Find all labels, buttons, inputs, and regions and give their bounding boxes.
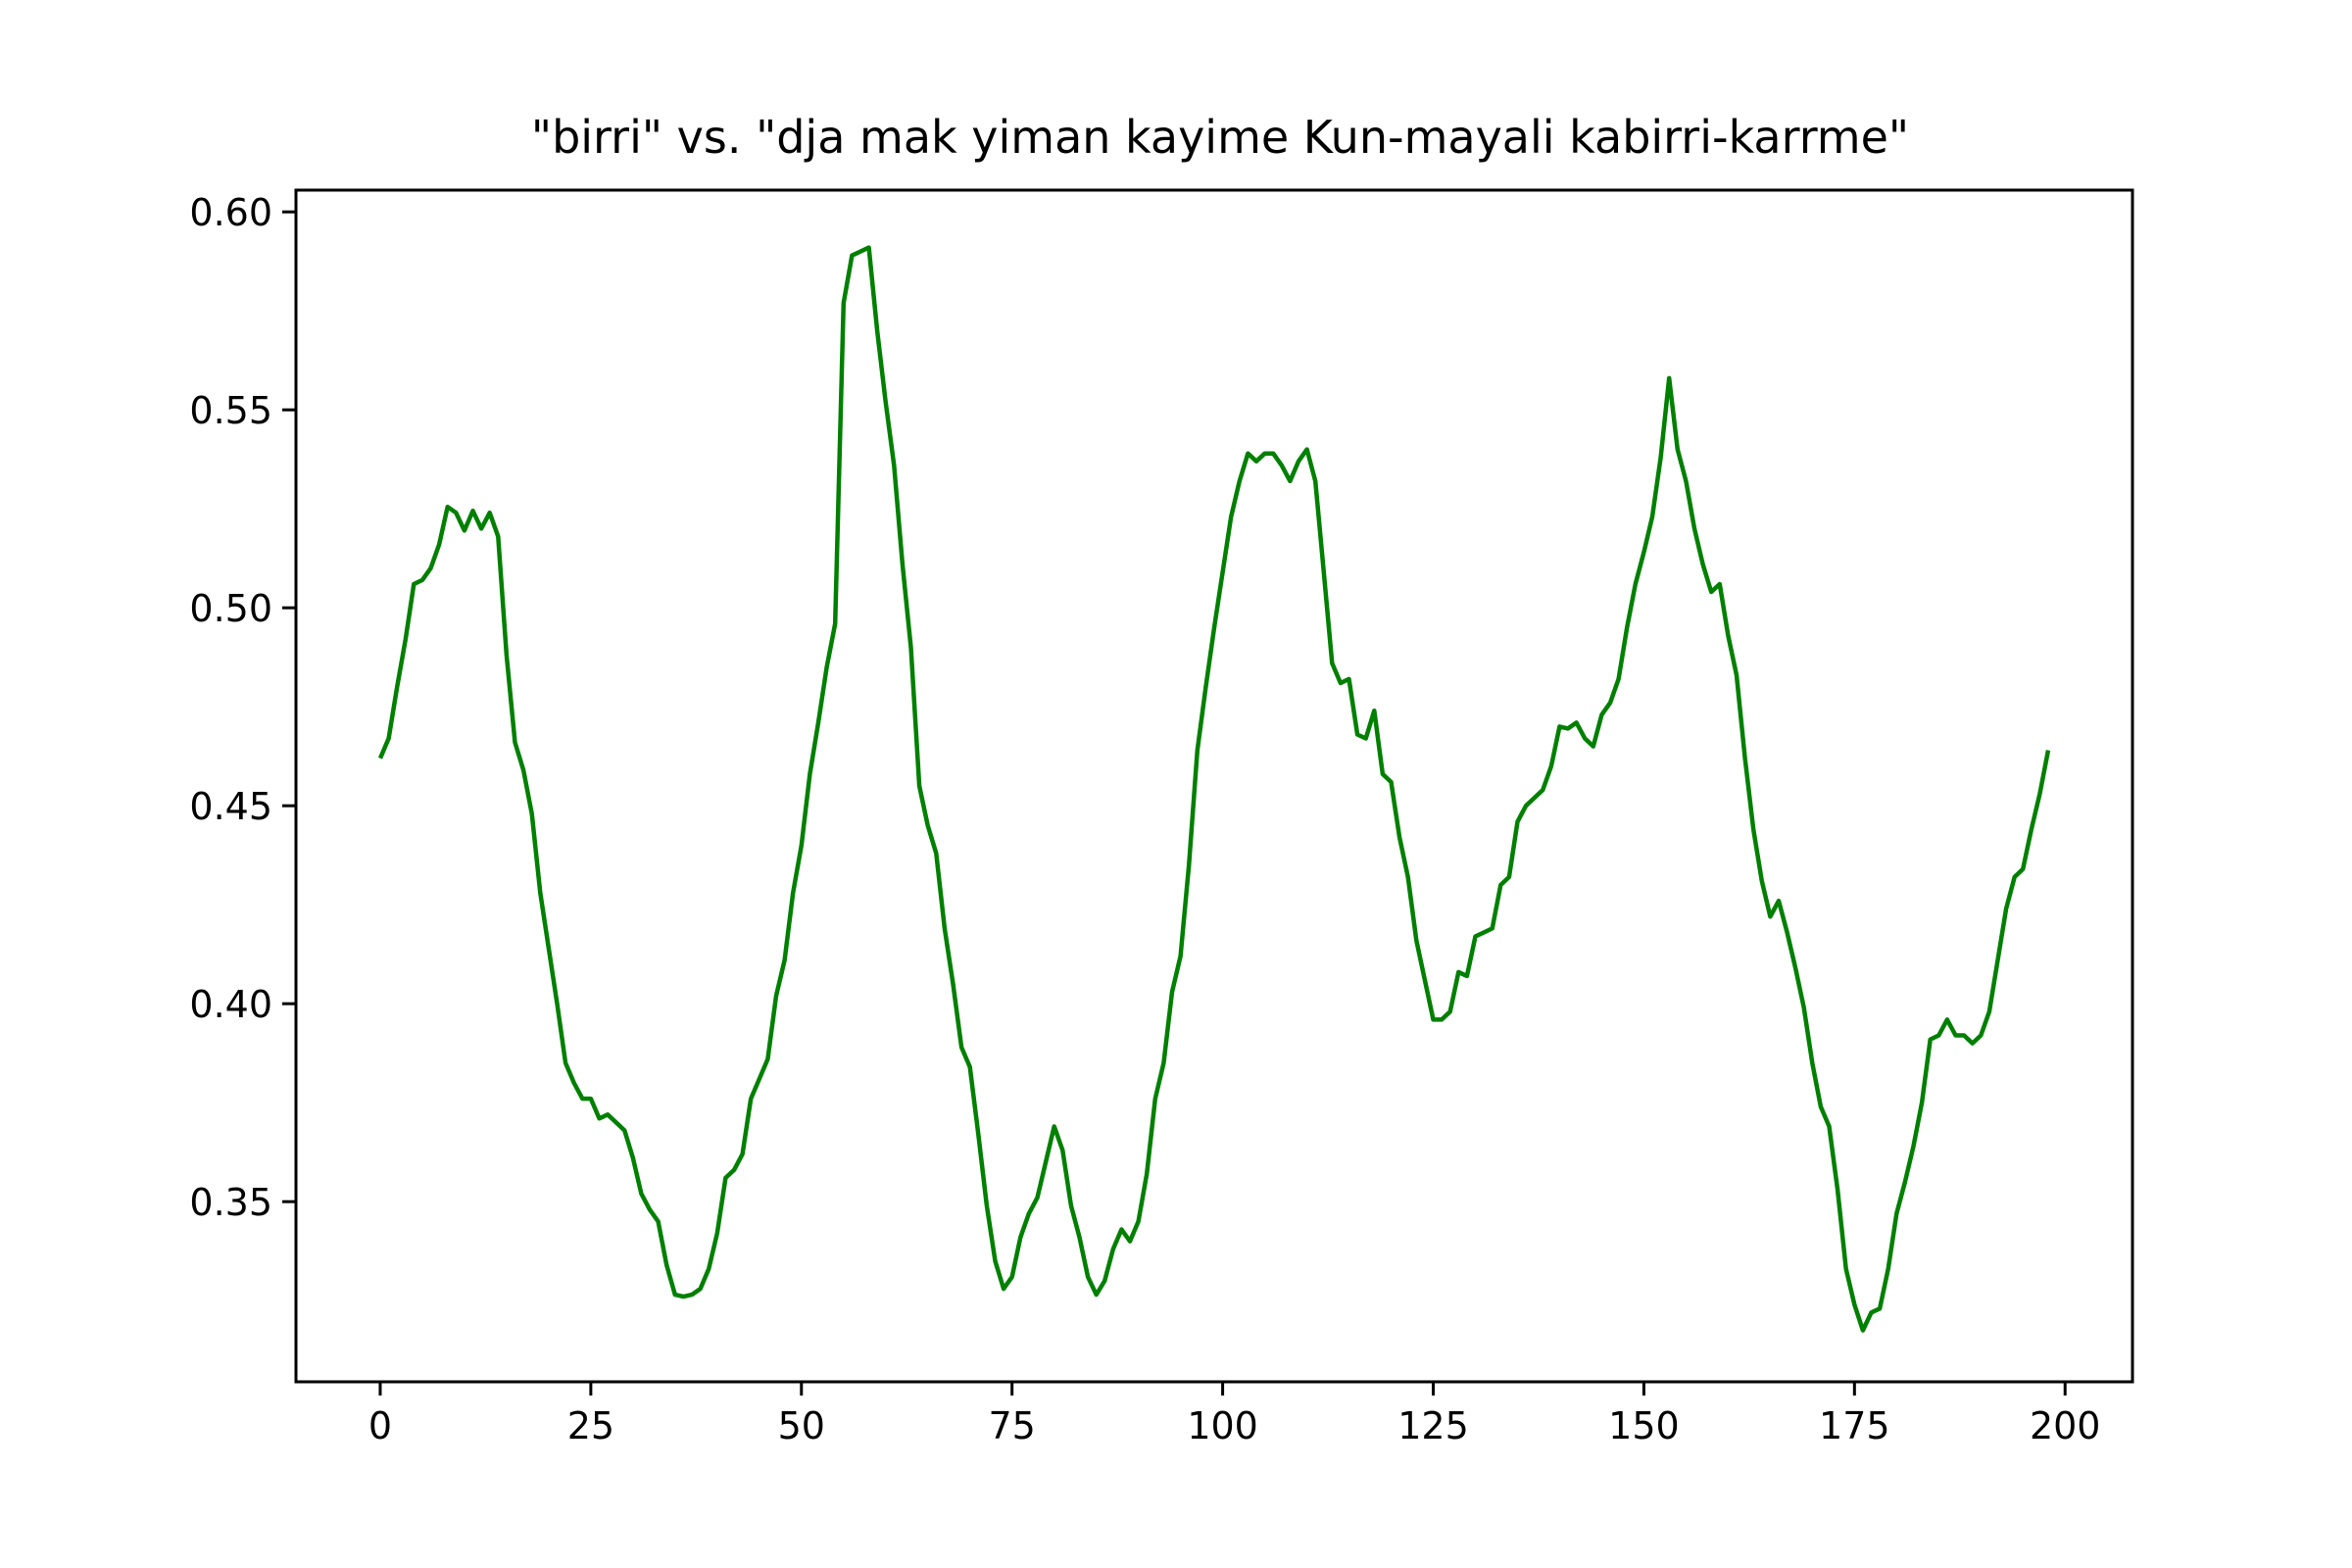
axes-frame [294,188,2134,1384]
series-line-0 [377,245,2051,1333]
plot-area [377,245,2051,1333]
y-tick-label-0.40: 0.40 [189,983,272,1026]
y-tick-label-0.60: 0.60 [189,191,272,234]
x-tick-label-25: 25 [567,1404,614,1447]
x-tick-label-50: 50 [778,1404,825,1447]
x-tick-label-175: 175 [1819,1404,1890,1447]
y-tick-label-0.55: 0.55 [189,389,272,432]
x-tick-label-200: 200 [2030,1404,2101,1447]
axes: 0 25 50 75 100 125 150 175 200 0.35 0.40 0.45 0.50 0.… [189,188,2134,1447]
x-tick-label-100: 100 [1187,1404,1258,1447]
x-tick-label-0: 0 [368,1404,392,1447]
x-tick-label-150: 150 [1608,1404,1680,1447]
chart-title: "birri" vs. "dja mak yiman kayime Kun-ma… [531,111,1909,164]
y-tick-label-0.35: 0.35 [189,1181,272,1224]
y-tick-label-0.50: 0.50 [189,587,272,630]
y-tick-label-0.45: 0.45 [189,785,272,828]
x-tick-label-125: 125 [1397,1404,1469,1447]
x-tick-label-75: 75 [989,1404,1036,1447]
